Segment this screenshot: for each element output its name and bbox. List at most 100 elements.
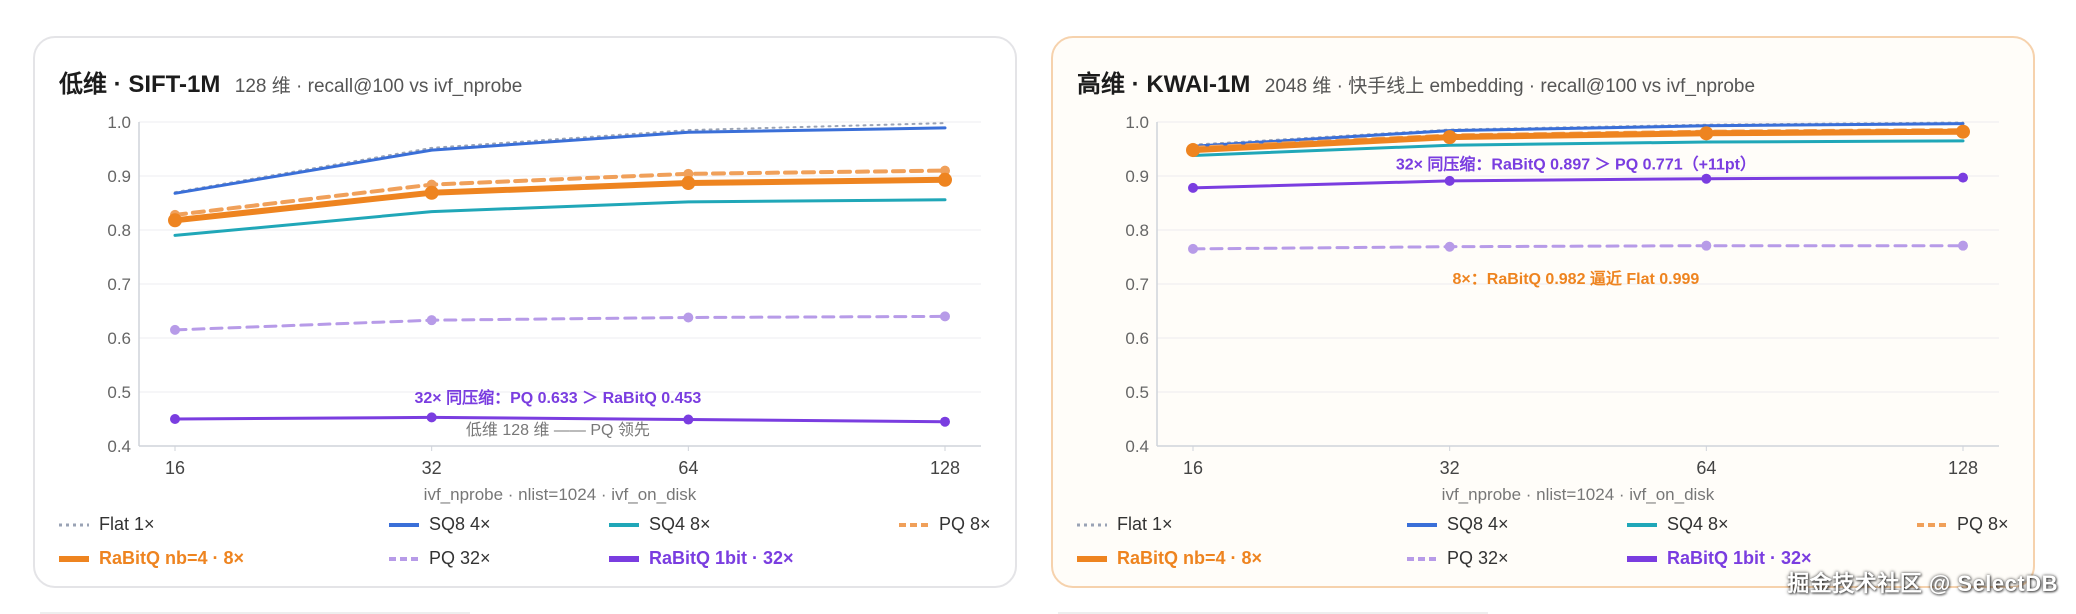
- series-line: [1190, 128, 1966, 154]
- x-tick-label: 128: [930, 458, 960, 478]
- x-tick-label: 16: [165, 458, 185, 478]
- data-point: [1444, 241, 1455, 252]
- data-point: [1701, 240, 1712, 251]
- legend-label: SQ4 8×: [649, 514, 711, 534]
- legend-label: RaBitQ 1bit · 32×: [1667, 548, 1812, 568]
- data-point: [1699, 126, 1714, 141]
- data-point: [683, 168, 694, 179]
- data-point: [424, 185, 439, 200]
- data-point: [1956, 124, 1970, 139]
- legend-swatch: [609, 522, 639, 527]
- legend-swatch: [609, 555, 639, 562]
- y-tick-label: 0.4: [107, 437, 131, 456]
- data-point: [940, 311, 950, 322]
- x-tick-label: 128: [1948, 458, 1978, 478]
- data-point: [1444, 175, 1455, 186]
- y-tick-label: 0.9: [107, 167, 131, 186]
- series-line: [1191, 176, 1965, 190]
- legend-swatch: [1407, 522, 1437, 527]
- x-axis-label: ivf_nprobe · nlist=1024 · ivf_on_disk: [424, 485, 697, 504]
- x-tick-label: 32: [422, 458, 442, 478]
- series-line: [1191, 122, 1965, 148]
- series-line: [173, 126, 947, 195]
- x-tick-label: 32: [1440, 458, 1460, 478]
- chart-header: 高维 · KWAI-1M 2048 维 · 快手线上 embedding · r…: [1077, 64, 1755, 99]
- legend-item: RaBitQ 1bit · 32×: [1625, 548, 1812, 569]
- data-point: [426, 412, 437, 423]
- y-tick-label: 0.8: [1125, 221, 1149, 240]
- chart-card-sift: 低维 · SIFT-1M 128 维 · recall@100 vs ivf_n…: [33, 36, 1017, 588]
- legend-item: PQ 8×: [897, 514, 991, 535]
- data-point: [170, 414, 180, 424]
- chart-subtitle: 2048 维 · 快手线上 embedding · recall@100 vs …: [1264, 76, 1756, 97]
- watermark-text: 掘金技术社区 @ SelectDB: [1787, 571, 2058, 596]
- data-point: [681, 176, 696, 191]
- chart-title: 高维 · KWAI-1M: [1077, 71, 1251, 98]
- y-tick-label: 0.6: [1125, 329, 1149, 348]
- legend-item: Flat 1×: [1075, 514, 1173, 535]
- legend-label: PQ 32×: [1447, 548, 1509, 568]
- next-card-edge: [40, 612, 470, 614]
- x-tick-label: 16: [1183, 458, 1203, 478]
- data-point: [940, 416, 950, 427]
- chart-annotation: 32× 同压缩：RaBitQ 0.897 ＞ PQ 0.771（+11pt）: [1396, 155, 1756, 174]
- x-tick-label: 64: [678, 458, 698, 478]
- y-tick-label: 0.6: [107, 329, 131, 348]
- series-line: [174, 122, 946, 194]
- legend-swatch: [899, 522, 929, 527]
- y-tick-label: 0.8: [107, 221, 131, 240]
- data-point: [1442, 130, 1457, 145]
- legend-swatch: [389, 522, 419, 527]
- legend-label: SQ8 4×: [1447, 514, 1509, 534]
- series-line: [1191, 244, 1965, 251]
- legend-label: RaBitQ 1bit · 32×: [649, 548, 794, 568]
- y-tick-label: 0.7: [107, 275, 131, 294]
- recall-chart-sift: 0.4 0.5 0.6 0.7 0.8 0.9 1.0 16 32 64 128 ivf_nprobe…: [107, 113, 981, 504]
- data-point: [1186, 143, 1200, 158]
- legend-item: SQ8 4×: [1405, 514, 1509, 535]
- data-point: [683, 312, 694, 323]
- y-tick-label: 1.0: [1125, 113, 1149, 132]
- legend-swatch: [1627, 522, 1657, 527]
- chart-subtitle: 128 维 · recall@100 vs ivf_nprobe: [234, 76, 523, 97]
- y-tick-label: 0.5: [107, 383, 131, 402]
- y-tick-label: 0.4: [1125, 437, 1149, 456]
- series-line: [173, 314, 947, 332]
- legend-item: PQ 32×: [387, 548, 491, 569]
- data-point: [1958, 172, 1968, 183]
- data-point: [1188, 243, 1198, 254]
- legend-item: RaBitQ nb=4 · 8×: [1075, 548, 1262, 569]
- series-line: [173, 168, 947, 217]
- legend-swatch: [1917, 522, 1947, 527]
- chart-legend: Flat 1× SQ8 4× SQ4 8× PQ 8× RaBitQ nb=4 · 8×…: [1075, 514, 2035, 578]
- data-point: [683, 414, 694, 425]
- legend-swatch: [59, 555, 89, 562]
- series-line: [173, 415, 947, 424]
- legend-item: PQ 8×: [1915, 514, 2009, 535]
- chart-legend: Flat 1× SQ8 4× SQ4 8× PQ 8× RaBitQ nb=4 · 8×…: [57, 514, 1017, 578]
- legend-label: PQ 8×: [1957, 514, 2009, 534]
- data-point: [168, 213, 182, 228]
- y-tick-label: 0.7: [1125, 275, 1149, 294]
- y-tick-label: 1.0: [107, 113, 131, 132]
- legend-label: SQ8 4×: [429, 514, 491, 534]
- legend-item: SQ8 4×: [387, 514, 491, 535]
- data-point: [1958, 240, 1968, 251]
- legend-swatch: [59, 523, 89, 526]
- data-point: [170, 324, 180, 335]
- data-point: [426, 315, 437, 326]
- series-line: [1191, 139, 1965, 157]
- series-line: [172, 176, 948, 224]
- x-tick-label: 64: [1696, 458, 1716, 478]
- recall-chart-kwai: 0.4 0.5 0.6 0.7 0.8 0.9 1.0 16 32 64 128 ivf_nprobe…: [1125, 113, 1999, 504]
- next-card-edge: [1058, 612, 1488, 614]
- chart-annotation: 8×：RaBitQ 0.982 逼近 Flat 0.999: [1453, 269, 1700, 288]
- legend-label: RaBitQ nb=4 · 8×: [99, 548, 245, 568]
- legend-swatch: [1077, 555, 1107, 562]
- legend-swatch: [1077, 523, 1107, 526]
- legend-label: Flat 1×: [99, 514, 155, 534]
- data-point: [1188, 182, 1198, 193]
- legend-swatch: [1627, 555, 1657, 562]
- data-point: [938, 172, 952, 187]
- y-tick-label: 0.5: [1125, 383, 1149, 402]
